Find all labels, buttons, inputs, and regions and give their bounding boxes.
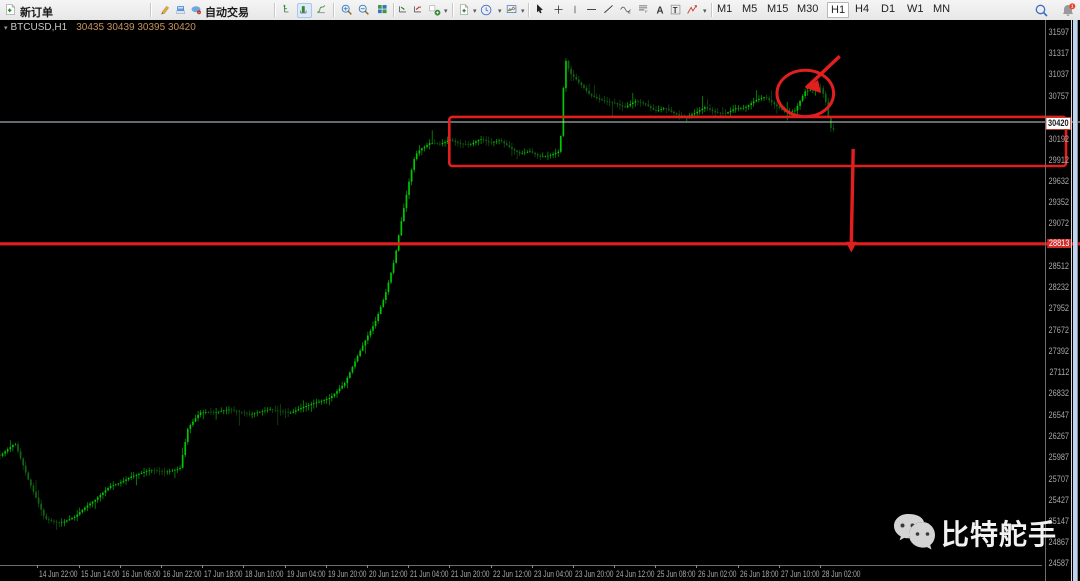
svg-text:E: E [628, 10, 631, 15]
svg-text:T: T [673, 6, 678, 15]
svg-text:F: F [645, 9, 648, 14]
svg-text:A: A [656, 6, 663, 16]
